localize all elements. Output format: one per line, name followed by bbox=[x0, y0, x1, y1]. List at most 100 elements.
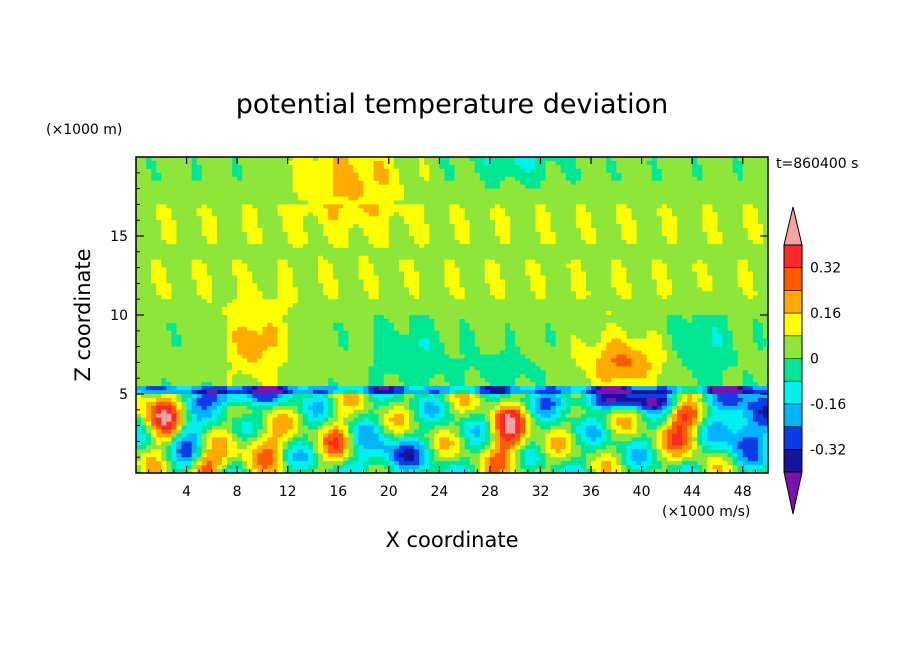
contour-cell bbox=[166, 224, 172, 229]
contour-cell bbox=[409, 303, 415, 308]
contour-cell bbox=[302, 172, 309, 178]
contour-cell bbox=[666, 204, 673, 209]
contour-cell bbox=[697, 184, 703, 190]
contour-cell bbox=[464, 267, 471, 273]
contour-cell bbox=[403, 251, 410, 257]
contour-cell bbox=[191, 157, 198, 162]
contour-cell bbox=[353, 291, 360, 296]
contour-cell bbox=[302, 247, 309, 253]
contour-cell bbox=[489, 255, 496, 261]
contour-cell bbox=[762, 303, 768, 308]
contour-cell bbox=[651, 228, 658, 233]
contour-cell bbox=[682, 200, 688, 205]
contour-cell bbox=[520, 228, 526, 233]
contour-cell bbox=[464, 239, 471, 245]
contour-cell bbox=[474, 291, 481, 296]
contour-cell bbox=[606, 303, 612, 308]
contour-cell bbox=[136, 212, 142, 217]
contour-cell bbox=[762, 291, 768, 296]
contour-cell bbox=[505, 291, 511, 296]
contour-cell bbox=[287, 311, 294, 316]
contour-cell bbox=[191, 176, 198, 182]
contour-cell bbox=[535, 239, 542, 245]
contour-cell bbox=[388, 157, 395, 162]
contour-cell bbox=[575, 275, 582, 281]
contour-cell bbox=[176, 157, 183, 162]
contour-cell bbox=[419, 295, 425, 300]
contour-cell bbox=[469, 259, 476, 265]
contour-cell bbox=[742, 184, 749, 190]
contour-cell bbox=[277, 275, 284, 281]
contour-cell bbox=[732, 236, 739, 241]
contour-cell bbox=[227, 255, 233, 261]
contour-cell bbox=[717, 283, 724, 288]
contour-cell bbox=[211, 295, 218, 300]
contour-cell bbox=[166, 283, 172, 288]
contour-cell bbox=[682, 251, 688, 257]
contour-cell bbox=[378, 220, 385, 225]
contour-cell bbox=[560, 259, 567, 265]
contour-cell bbox=[555, 275, 562, 281]
contour-cell bbox=[489, 224, 496, 229]
contour-cell bbox=[585, 184, 592, 190]
contour-cell bbox=[151, 243, 157, 249]
contour-cell bbox=[520, 188, 526, 194]
contour-cell bbox=[575, 212, 582, 217]
contour-cell bbox=[297, 172, 304, 178]
contour-cell bbox=[459, 279, 466, 284]
contour-cell bbox=[747, 239, 754, 245]
contour-cell bbox=[692, 291, 698, 296]
contour-cell bbox=[176, 188, 183, 194]
contour-cell bbox=[146, 220, 152, 225]
contour-cell bbox=[292, 220, 299, 225]
contour-cell bbox=[161, 243, 167, 249]
contour-cell bbox=[409, 228, 415, 233]
contour-cell bbox=[560, 303, 567, 308]
contour-cell bbox=[232, 188, 238, 194]
contour-cell bbox=[757, 168, 764, 174]
contour-cell bbox=[151, 157, 157, 162]
contour-cell bbox=[434, 212, 440, 217]
contour-cell bbox=[409, 307, 415, 312]
contour-cell bbox=[575, 208, 582, 213]
contour-cell bbox=[560, 267, 567, 273]
contour-cell bbox=[555, 228, 562, 233]
contour-cell bbox=[479, 267, 486, 273]
contour-cell bbox=[292, 208, 299, 213]
contour-cell bbox=[318, 299, 324, 304]
contour-cell bbox=[732, 271, 739, 277]
contour-cell bbox=[403, 200, 410, 205]
contour-cell bbox=[540, 287, 547, 292]
contour-cell bbox=[469, 263, 476, 269]
contour-cell bbox=[363, 160, 370, 166]
contour-cell bbox=[216, 184, 223, 190]
contour-cell bbox=[520, 172, 526, 178]
contour-cell bbox=[156, 212, 162, 217]
contour-cell bbox=[606, 243, 612, 249]
contour-cell bbox=[611, 232, 617, 237]
contour-cell bbox=[196, 220, 203, 225]
contour-cell bbox=[601, 196, 607, 202]
contour-cell bbox=[338, 164, 344, 170]
contour-cell bbox=[525, 176, 531, 182]
contour-cell bbox=[338, 251, 344, 257]
contour-cell bbox=[596, 251, 602, 257]
contour-cell bbox=[752, 243, 759, 249]
contour-cell bbox=[318, 157, 324, 162]
contour-cell bbox=[439, 303, 446, 308]
contour-cell bbox=[348, 283, 355, 288]
contour-cell bbox=[312, 216, 319, 221]
contour-cell bbox=[297, 247, 304, 253]
contour-cell bbox=[439, 307, 446, 312]
contour-cell bbox=[641, 176, 648, 182]
contour-cell bbox=[489, 236, 496, 241]
contour-cell bbox=[353, 267, 360, 273]
contour-cell bbox=[530, 259, 537, 265]
contour-cell bbox=[287, 271, 294, 277]
contour-cell bbox=[500, 164, 506, 170]
contour-cell bbox=[136, 283, 142, 288]
contour-cell bbox=[484, 251, 491, 257]
contour-cell bbox=[237, 204, 243, 209]
contour-cell bbox=[474, 267, 481, 273]
contour-cell bbox=[611, 204, 617, 209]
